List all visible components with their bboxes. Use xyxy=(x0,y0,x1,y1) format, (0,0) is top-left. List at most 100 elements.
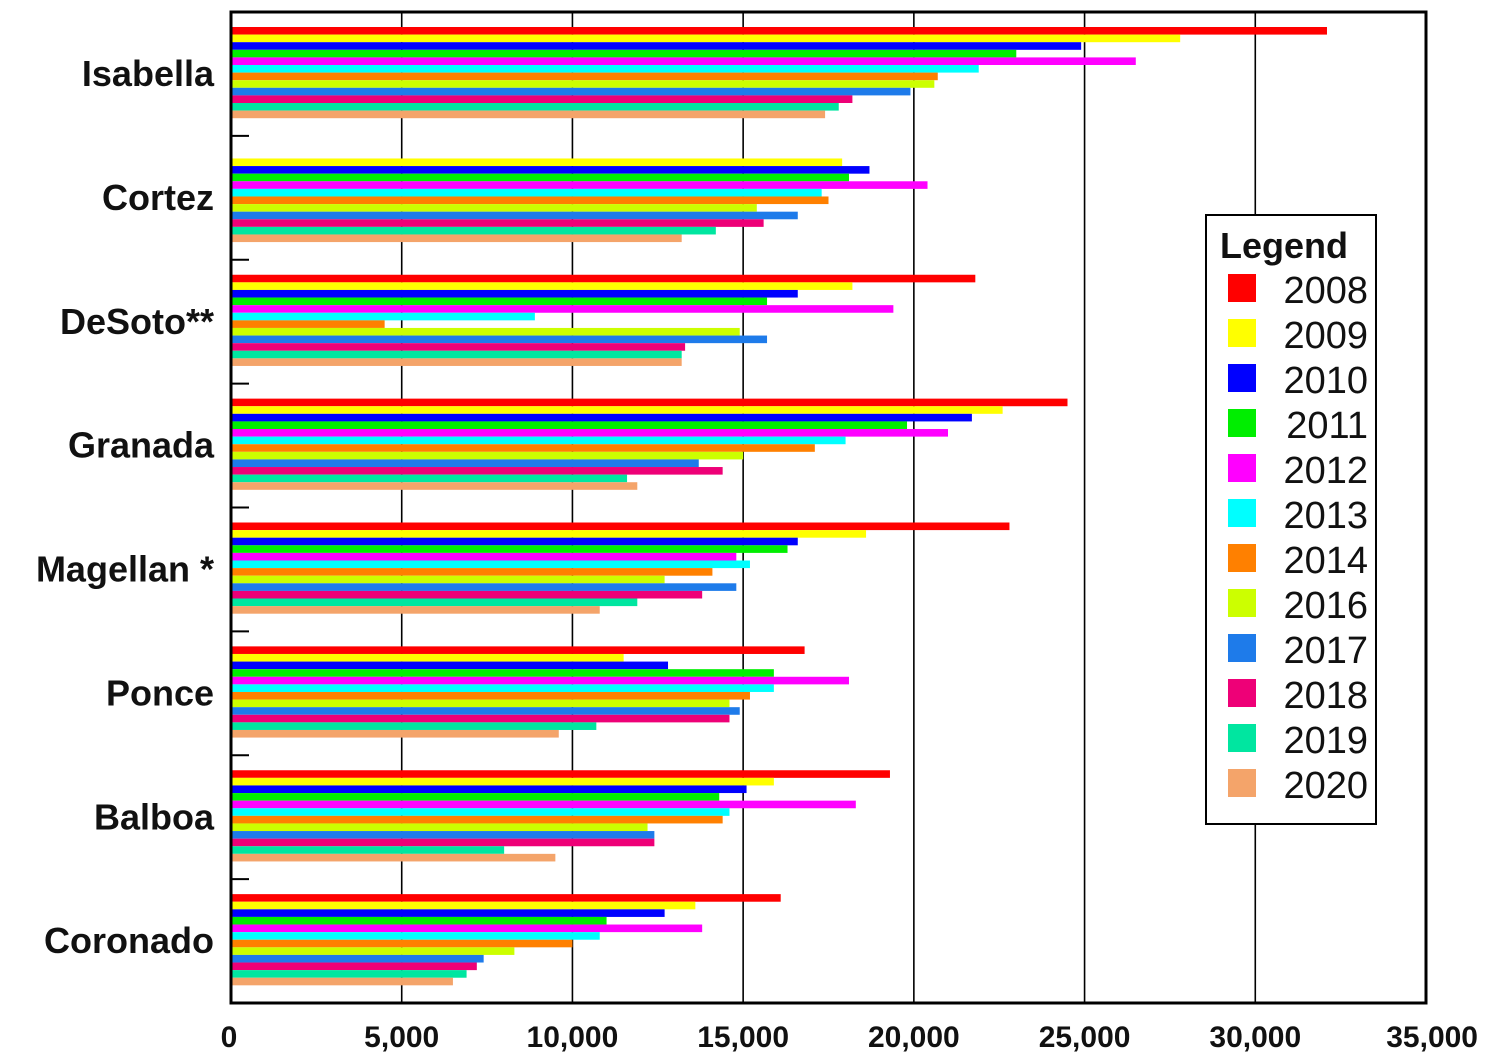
x-tick-labels: 0 5,000 10,000 15,000 20,000 25,000 30,000 35,0… xyxy=(221,1021,1478,1054)
bar xyxy=(231,305,894,313)
bar xyxy=(231,413,972,422)
bar xyxy=(231,204,757,212)
bar xyxy=(231,188,822,197)
bar xyxy=(231,823,648,832)
bar xyxy=(231,560,750,569)
category-label: Magellan * xyxy=(36,549,214,590)
bar xyxy=(231,211,798,220)
bar xyxy=(231,909,665,917)
bar xyxy=(231,568,713,576)
bar xyxy=(231,274,976,283)
bar xyxy=(231,451,744,460)
legend-swatch xyxy=(1228,634,1256,662)
legend-swatch xyxy=(1228,319,1256,347)
bar xyxy=(231,444,815,452)
bar xyxy=(231,57,1136,65)
bar xyxy=(231,335,768,344)
category-label: Balboa xyxy=(94,796,215,837)
category-label: DeSoto** xyxy=(60,301,214,342)
x-tick-label: 15,000 xyxy=(697,1021,789,1054)
bar xyxy=(231,459,699,468)
bar xyxy=(231,707,740,715)
bar xyxy=(231,894,781,902)
bar xyxy=(231,838,655,847)
bar xyxy=(231,34,1181,43)
bar xyxy=(231,103,839,111)
bar xyxy=(231,606,600,614)
x-tick-label: 10,000 xyxy=(527,1021,619,1054)
x-tick-label: 35,000 xyxy=(1386,1021,1478,1054)
legend-label: 2013 xyxy=(1283,495,1368,537)
legend: Legend 200820092010201120122013201420162… xyxy=(1205,214,1377,825)
legend-title: Legend xyxy=(1220,225,1348,266)
legend-label: 2014 xyxy=(1283,540,1368,582)
category-labels: Isabella Cortez DeSoto** Granada Magellan * P… xyxy=(36,53,215,961)
bar xyxy=(231,421,908,430)
plot-frame xyxy=(229,10,1428,1005)
bar xyxy=(231,785,747,794)
legend-label: 2017 xyxy=(1283,630,1368,672)
legend-label: 2020 xyxy=(1283,765,1368,807)
legend-label: 2019 xyxy=(1283,720,1368,762)
bar xyxy=(231,970,467,978)
bar xyxy=(231,173,849,182)
category-label: Granada xyxy=(68,425,215,466)
legend-swatch xyxy=(1228,409,1256,437)
bar xyxy=(231,358,682,366)
bar xyxy=(231,320,385,328)
bar xyxy=(231,853,556,862)
bar xyxy=(231,947,515,955)
bar xyxy=(231,350,682,359)
bar xyxy=(231,65,979,73)
legend-swatch xyxy=(1228,499,1256,527)
legend-swatch xyxy=(1228,364,1256,392)
bar xyxy=(231,939,573,948)
bar xyxy=(231,590,703,599)
legend-label: 2012 xyxy=(1283,450,1368,492)
bar xyxy=(231,583,737,591)
bar xyxy=(231,87,911,96)
bar xyxy=(231,282,853,290)
legend-swatch xyxy=(1228,769,1256,797)
bar xyxy=(231,406,1003,414)
x-tick-label: 25,000 xyxy=(1039,1021,1131,1054)
x-tick-label: 20,000 xyxy=(868,1021,960,1054)
bar xyxy=(231,793,720,801)
legend-swatch xyxy=(1228,724,1256,752)
legend-label: 2016 xyxy=(1283,585,1368,627)
legend-label: 2010 xyxy=(1283,360,1368,402)
legend-label: 2008 xyxy=(1283,270,1368,312)
x-tick-label: 0 xyxy=(221,1021,238,1054)
bar xyxy=(231,770,890,778)
bar xyxy=(231,289,798,298)
bar xyxy=(231,522,1010,531)
bar xyxy=(231,977,453,986)
bar xyxy=(231,808,730,816)
bar xyxy=(231,831,655,839)
bar xyxy=(231,661,669,670)
bar xyxy=(231,72,938,81)
bar xyxy=(231,297,768,306)
bar xyxy=(231,474,628,483)
legend-swatch xyxy=(1228,454,1256,482)
legend-swatch xyxy=(1228,274,1256,302)
bar xyxy=(231,343,686,351)
category-label: Cortez xyxy=(102,177,214,218)
bar xyxy=(231,312,535,321)
bar xyxy=(231,598,638,607)
category-label: Ponce xyxy=(106,672,214,713)
legend-label: 2011 xyxy=(1286,405,1368,447)
bar xyxy=(231,436,846,445)
bar xyxy=(231,234,682,243)
bar xyxy=(231,158,843,167)
legend-swatch xyxy=(1228,589,1256,617)
bar xyxy=(231,646,805,654)
bar xyxy=(231,653,624,662)
category-label: Coronado xyxy=(44,920,214,961)
bar xyxy=(231,95,853,103)
bar xyxy=(231,530,867,538)
legend-label: 2018 xyxy=(1283,675,1368,717)
x-tick-label: 5,000 xyxy=(364,1021,439,1054)
bar xyxy=(231,398,1068,407)
